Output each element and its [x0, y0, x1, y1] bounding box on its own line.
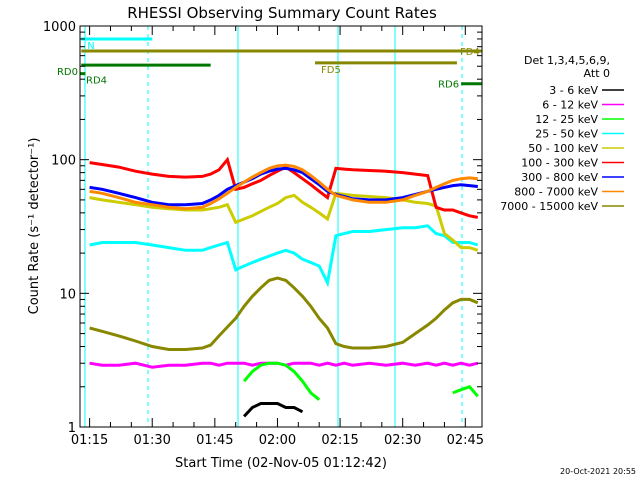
y-tick-label: 100 [51, 154, 76, 169]
plot-area: N FD4 RD0 FD5 RD4 RD6 [57, 26, 482, 427]
x-tick-label: 02:30 [384, 433, 421, 448]
legend-label: 6 - 12 keV [542, 99, 598, 112]
legend-label: 300 - 800 keV [521, 171, 598, 184]
x-tick-label: 01:45 [196, 433, 233, 448]
series-line [242, 361, 479, 401]
series-line [89, 156, 479, 219]
x-tick-label: 02:15 [321, 433, 358, 448]
legend-label: 100 - 300 keV [521, 157, 598, 170]
chart-title: RHESSI Observing Summary Count Rates [127, 4, 437, 22]
y-tick-label: 1000 [43, 20, 76, 35]
legend-label: 3 - 6 keV [549, 84, 598, 97]
series-line [89, 361, 479, 369]
axis-ticks: 1 10 100 1000 01:15 01:30 01:45 02:00 02:15 02:30… [43, 20, 484, 448]
legend-label: 50 - 100 keV [528, 142, 598, 155]
x-axis-label: Start Time (02-Nov-05 01:12:42) [175, 456, 387, 471]
y-axis-label: Count Rate (s⁻¹ detector⁻¹) [27, 138, 42, 315]
y-tick-label: 10 [59, 287, 76, 302]
series-line [243, 402, 304, 418]
y-tick-label: 1 [68, 421, 76, 436]
x-tick-label: 01:30 [133, 433, 170, 448]
plot-frame [79, 25, 483, 428]
legend-label: 25 - 50 keV [535, 128, 598, 141]
x-tick-label: 02:45 [447, 433, 484, 448]
annotation-label: FD4 [460, 47, 480, 58]
legend-label: 800 - 7000 keV [514, 186, 598, 199]
legend-header-line-1: Det 1,3,4,5,6,9, [524, 54, 610, 67]
annotation-label: RD0 [57, 67, 78, 78]
x-tick-label: 02:00 [259, 433, 296, 448]
legend-label: 12 - 25 keV [535, 113, 598, 126]
legend-label: 7000 - 15000 keV [500, 200, 598, 213]
annotation-label: FD5 [321, 65, 341, 76]
series-line [89, 224, 479, 288]
annotation-label: RD4 [86, 76, 107, 87]
legend-header-line-2: Att 0 [584, 67, 610, 80]
series-line [89, 276, 479, 351]
series-line [89, 163, 478, 211]
x-tick-label: 01:15 [71, 433, 108, 448]
timestamp: 20-Oct-2021 20:55 [560, 467, 636, 476]
annotation-label: RD6 [438, 80, 459, 91]
annotation-label: N [87, 41, 94, 52]
